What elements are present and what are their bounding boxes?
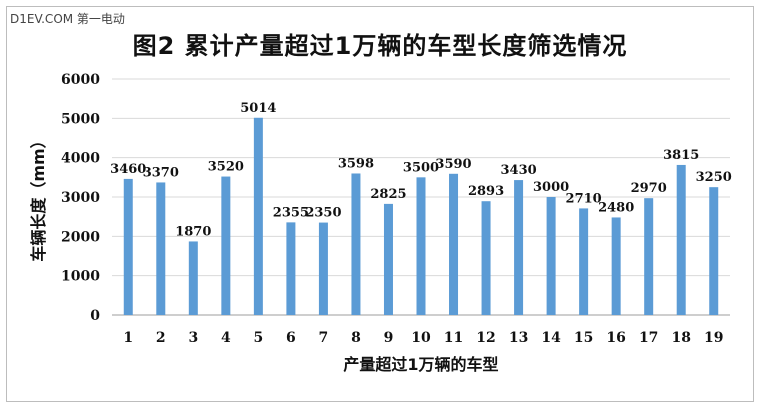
- x-tick-label: 10: [411, 330, 431, 346]
- data-label: 3000: [533, 180, 569, 195]
- data-label: 3500: [403, 160, 439, 175]
- x-tick-label: 11: [444, 330, 463, 346]
- bar: [579, 208, 589, 315]
- y-tick-label: 0: [90, 308, 100, 324]
- bars: [123, 117, 719, 315]
- bar: [221, 176, 231, 315]
- y-axis-ticks: 0 1000 2000 3000 4000 5000 6000: [61, 72, 100, 324]
- bar: [481, 201, 491, 315]
- watermark: D1EV.COM 第一电动: [10, 12, 125, 26]
- data-label: 2355: [273, 205, 309, 220]
- data-label: 3598: [338, 156, 374, 171]
- bar: [546, 197, 556, 315]
- bar: [286, 222, 296, 315]
- x-tick-label: 18: [671, 330, 690, 346]
- bar: [644, 198, 654, 315]
- bar: [123, 178, 133, 315]
- x-axis-ticks: 1 2 3 4 5 6 7 8 9 10 11 12 13 14 15 16 17 18 19: [123, 330, 723, 346]
- data-label: 3370: [143, 165, 179, 180]
- bar: [383, 203, 393, 315]
- bar: [253, 117, 263, 315]
- bar: [318, 222, 328, 315]
- x-tick-label: 7: [319, 330, 329, 346]
- data-label: 3815: [663, 148, 699, 163]
- x-tick-label: 17: [639, 330, 658, 346]
- y-tick-label: 2000: [61, 229, 100, 245]
- bar: [611, 217, 621, 315]
- bar: [709, 187, 719, 315]
- x-tick-label: 3: [188, 330, 198, 346]
- y-axis-label: 车辆长度（mm）: [29, 132, 48, 261]
- bar: [351, 173, 361, 315]
- x-tick-label: 15: [574, 330, 593, 346]
- bar: [514, 180, 524, 315]
- x-tick-label: 16: [606, 330, 625, 346]
- data-label: 2350: [305, 206, 341, 221]
- data-label: 2480: [598, 200, 634, 215]
- data-label: 2970: [631, 181, 667, 196]
- data-label: 3430: [500, 163, 536, 178]
- x-tick-label: 12: [476, 330, 495, 346]
- x-tick-label: 13: [509, 330, 528, 346]
- chart-title: 图2 累计产量超过1万辆的车型长度筛选情况: [132, 32, 628, 60]
- x-tick-label: 19: [704, 330, 723, 346]
- data-label: 5014: [240, 101, 276, 116]
- y-tick-label: 3000: [61, 190, 100, 206]
- y-tick-label: 5000: [61, 111, 100, 127]
- x-tick-label: 9: [384, 330, 394, 346]
- data-label: 2710: [566, 191, 602, 206]
- x-tick-label: 4: [221, 330, 231, 346]
- x-axis-label: 产量超过1万辆的车型: [343, 355, 498, 374]
- data-label: 1870: [175, 224, 211, 239]
- data-label: 3460: [110, 162, 146, 177]
- x-tick-label: 8: [351, 330, 361, 346]
- x-tick-label: 1: [123, 330, 133, 346]
- bar: [416, 177, 426, 315]
- bar: [676, 164, 686, 315]
- bar: [188, 241, 198, 315]
- data-label: 3250: [696, 170, 732, 185]
- y-tick-label: 6000: [61, 72, 100, 88]
- x-tick-label: 5: [253, 330, 263, 346]
- x-tick-label: 14: [541, 330, 561, 346]
- x-tick-label: 6: [286, 330, 296, 346]
- y-tick-label: 1000: [61, 269, 100, 285]
- data-label: 2825: [370, 187, 406, 202]
- data-label: 3520: [208, 160, 244, 175]
- bar: [449, 173, 459, 315]
- bar: [156, 182, 166, 315]
- x-tick-label: 2: [156, 330, 166, 346]
- data-label: 2893: [468, 184, 504, 199]
- data-label: 3590: [435, 157, 471, 172]
- y-tick-label: 4000: [61, 151, 100, 167]
